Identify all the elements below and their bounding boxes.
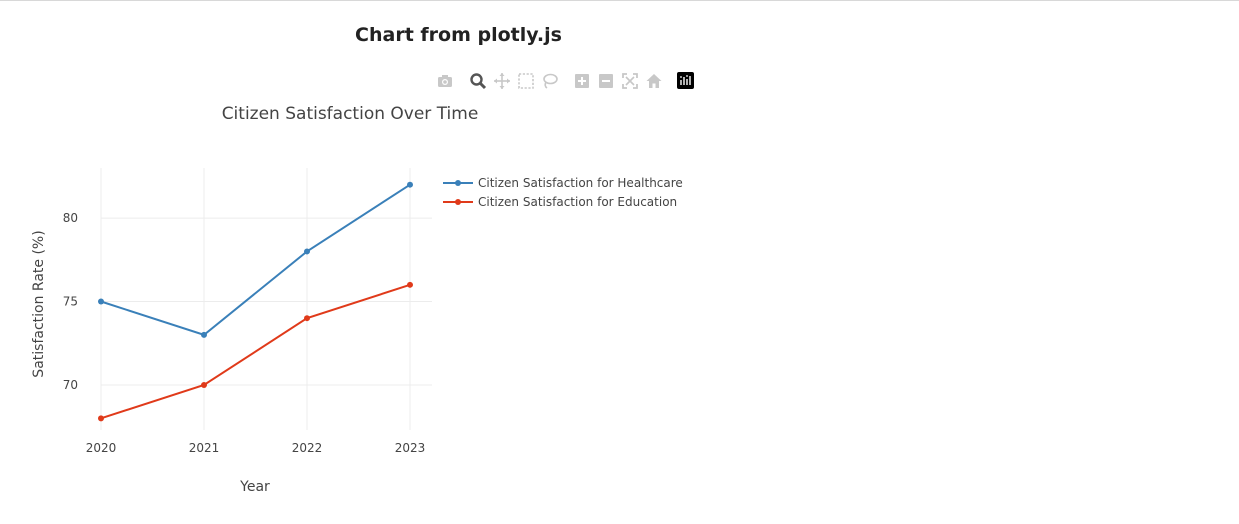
x-tick-label: 2021: [189, 441, 220, 455]
legend-marker-2: [455, 199, 461, 205]
chart-title: Citizen Satisfaction Over Time: [222, 104, 479, 124]
y-tick-label: 80: [63, 211, 78, 225]
zoom-icon[interactable]: [469, 72, 487, 90]
plotly-logo-icon[interactable]: [677, 72, 695, 90]
data-point: [98, 298, 104, 305]
box-select-icon[interactable]: [517, 72, 535, 90]
data-point: [201, 381, 207, 388]
data-point: [407, 281, 413, 288]
top-border: [0, 0, 1239, 1]
zoom-out-icon[interactable]: [597, 72, 615, 90]
reset-axes-icon[interactable]: [645, 72, 663, 90]
camera-icon[interactable]: [436, 72, 454, 90]
y-tick-label: 70: [63, 378, 78, 392]
page-title: Chart from plotly.js: [355, 24, 562, 46]
tick-labels: 2020 2021 2022 2023 70 75 80: [63, 211, 426, 455]
grid: [100, 168, 432, 430]
legend-label-2: Citizen Satisfaction for Education: [478, 195, 677, 209]
legend-marker-1: [455, 180, 461, 186]
series-layer: [98, 181, 413, 422]
data-point: [98, 415, 104, 422]
lasso-select-icon[interactable]: [541, 72, 559, 90]
data-point: [407, 181, 413, 188]
y-axis-title: Satisfaction Rate (%): [31, 230, 47, 377]
data-point: [201, 331, 207, 338]
y-tick-label: 75: [63, 295, 78, 309]
legend: Citizen Satisfaction for Healthcare Citiz…: [443, 176, 683, 209]
autoscale-icon[interactable]: [621, 72, 639, 90]
x-tick-label: 2023: [395, 441, 426, 455]
pan-icon[interactable]: [493, 72, 511, 90]
data-point: [304, 315, 310, 322]
series-line-1: [100, 183, 411, 336]
x-axis-title: Year: [239, 479, 270, 495]
legend-label-1: Citizen Satisfaction for Healthcare: [478, 176, 683, 190]
data-point: [304, 248, 310, 255]
x-tick-label: 2020: [86, 441, 117, 455]
series-line-2: [100, 283, 411, 420]
zoom-in-icon[interactable]: [573, 72, 591, 90]
x-tick-label: 2022: [292, 441, 323, 455]
